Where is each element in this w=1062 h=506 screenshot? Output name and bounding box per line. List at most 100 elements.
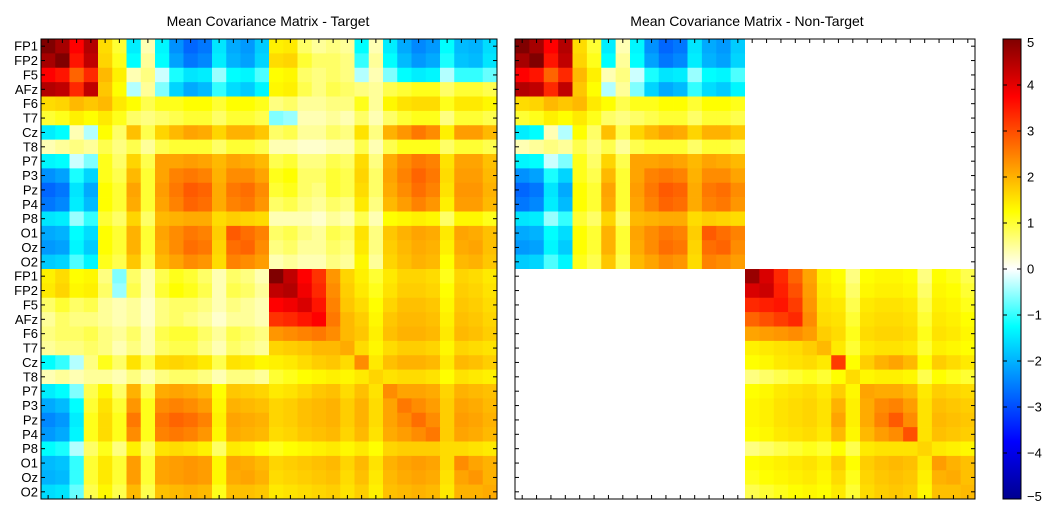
target-cell [354,139,370,155]
nontarget-cell [558,67,573,83]
nontarget-cell [687,154,703,169]
nontarget-cell [874,455,890,471]
target-cell [326,125,341,140]
target-cell [340,254,355,270]
target-cell [354,125,370,140]
nontarget-cell [903,427,918,442]
target-cell [226,470,241,485]
target-cell [383,484,398,500]
target-cell [269,110,284,126]
nontarget-cell [658,125,674,140]
nontarget-cell [601,39,616,54]
target-cell [183,125,199,140]
nontarget-cell [860,455,875,471]
target-cell [411,326,427,342]
target-cell [55,67,70,83]
target-cell [440,225,455,241]
nontarget-cell [946,355,961,370]
target-cell [425,384,441,399]
nontarget-cell [888,340,904,356]
nontarget-cell [888,384,904,399]
nontarget-cell [788,82,803,97]
nontarget-cell [788,154,803,169]
target-cell [411,412,427,428]
target-cell [468,369,484,385]
nontarget-cell [860,110,875,126]
target-cell [197,412,213,428]
target-cell [55,470,70,485]
nontarget-cell [515,240,530,255]
nontarget-cell [802,125,818,140]
target-cell [468,182,484,198]
nontarget-cell [529,398,545,414]
target-cell [183,110,199,126]
nontarget-cell [687,455,703,471]
target-cell [311,168,327,184]
nontarget-cell [673,53,688,69]
target-cell [368,225,384,241]
nontarget-cell [572,39,588,54]
target-cell [397,182,412,198]
nontarget-cell [788,369,803,385]
target-cell [83,211,99,227]
tick-marks-nontarget [515,39,975,499]
target-cell [283,427,298,442]
target-cell [112,470,127,485]
target-cell [197,384,213,399]
target-cell [212,441,227,457]
target-cell [340,340,355,356]
target-cell [269,326,284,342]
target-cell [98,455,113,471]
nontarget-cell [888,484,904,500]
nontarget-cell [572,412,588,428]
target-cell [440,39,455,54]
nontarget-cell [745,283,760,299]
target-cell [297,67,313,83]
nontarget-cell [773,427,789,442]
target-cell [326,139,341,155]
nontarget-cell [903,39,918,54]
nontarget-cell [543,67,559,83]
target-cell [155,455,170,471]
nontarget-cell [816,240,832,255]
nontarget-cell [845,369,861,385]
nontarget-cell [917,225,933,241]
target-cell [240,427,256,442]
target-cell [368,470,384,485]
nontarget-cell [816,197,832,212]
target-cell [440,139,455,155]
target-cell [468,225,484,241]
nontarget-cell [802,269,818,284]
target-cell [383,384,398,399]
target-cell [383,398,398,414]
target-cell [311,254,327,270]
nontarget-cell [860,398,875,414]
nontarget-cell [960,369,976,385]
target-cell [454,168,469,184]
nontarget-cell [529,326,545,342]
target-cell [468,82,484,97]
target-cell [383,211,398,227]
target-cell [41,240,56,255]
nontarget-cell [586,225,602,241]
target-cell [41,269,56,284]
target-cell [112,182,127,198]
target-cell [240,355,256,370]
target-cell [240,110,256,126]
target-cell [183,384,199,399]
target-cell [140,125,156,140]
nontarget-cell [903,455,918,471]
target-cell [69,125,85,140]
nontarget-cell [543,125,559,140]
nontarget-cell [802,369,818,385]
nontarget-cell [558,39,573,54]
target-cell [240,484,256,500]
nontarget-cell [572,269,588,284]
nontarget-cell [615,412,631,428]
nontarget-cell [644,455,660,471]
target-cell [112,110,127,126]
nontarget-cell [687,441,703,457]
target-cell [440,369,455,385]
nontarget-cell [515,326,530,342]
nontarget-cell [572,340,588,356]
